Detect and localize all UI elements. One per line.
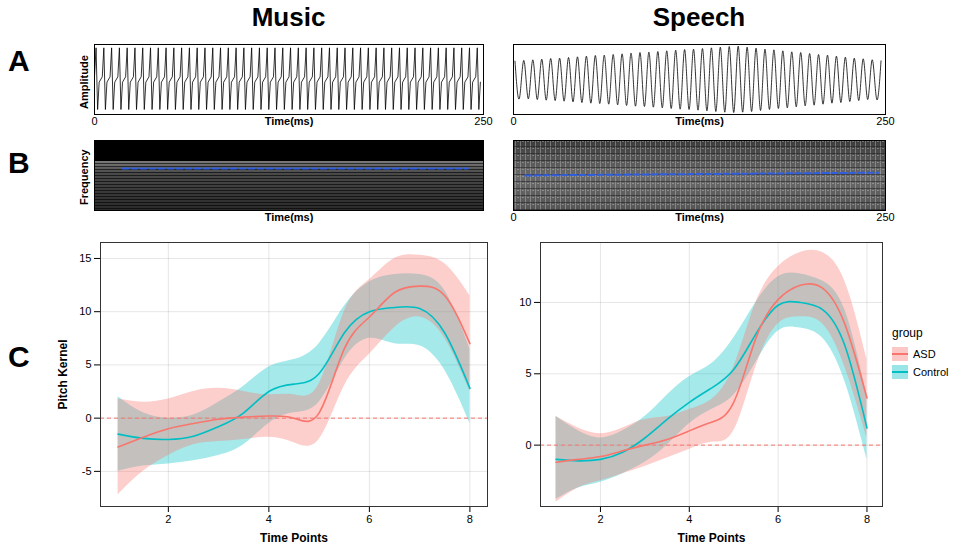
svg-text:6: 6 bbox=[366, 513, 372, 525]
svg-text:8: 8 bbox=[467, 513, 473, 525]
html-text:B: B bbox=[8, 146, 30, 179]
svg-text:Time Points: Time Points bbox=[678, 531, 746, 545]
svg-text:2: 2 bbox=[597, 513, 603, 525]
svg-text:Time Points: Time Points bbox=[260, 531, 328, 545]
html-text:Speech: Speech bbox=[652, 2, 746, 32]
svg-text:Time(ms): Time(ms) bbox=[265, 211, 314, 223]
html-text:Control: Control bbox=[913, 366, 949, 378]
svg-text:8: 8 bbox=[864, 513, 870, 525]
svg-text:6: 6 bbox=[775, 513, 781, 525]
html-text:Amplitude: Amplitude bbox=[78, 54, 90, 109]
html-text:A: A bbox=[8, 44, 30, 77]
svg-text:Time(ms): Time(ms) bbox=[675, 115, 724, 127]
svg-text:0: 0 bbox=[525, 439, 531, 451]
svg-text:10: 10 bbox=[519, 296, 531, 308]
svg-text:0: 0 bbox=[510, 211, 516, 223]
html-text:Music: Music bbox=[251, 2, 326, 32]
svg-text:5: 5 bbox=[525, 367, 531, 379]
html-text:group: group bbox=[892, 326, 923, 340]
svg-text:0: 0 bbox=[510, 115, 516, 127]
html-text:C: C bbox=[8, 340, 30, 373]
svg-text:15: 15 bbox=[79, 252, 91, 264]
svg-text:5: 5 bbox=[85, 358, 91, 370]
svg-text:0: 0 bbox=[91, 115, 97, 127]
svg-text:2: 2 bbox=[165, 513, 171, 525]
svg-text:Time(ms): Time(ms) bbox=[265, 115, 314, 127]
html-text:ASD: ASD bbox=[913, 348, 936, 360]
svg-text:4: 4 bbox=[266, 513, 272, 525]
svg-text:Time(ms): Time(ms) bbox=[675, 211, 724, 223]
svg-text:10: 10 bbox=[79, 305, 91, 317]
svg-text:250: 250 bbox=[876, 115, 894, 127]
svg-text:250: 250 bbox=[474, 115, 492, 127]
html-text:Frequency: Frequency bbox=[78, 149, 90, 205]
svg-text:Pitch Kernel: Pitch Kernel bbox=[56, 339, 70, 409]
svg-text:250: 250 bbox=[876, 211, 894, 223]
svg-text:0: 0 bbox=[85, 412, 91, 424]
svg-text:-5: -5 bbox=[82, 465, 92, 477]
svg-text:4: 4 bbox=[686, 513, 692, 525]
